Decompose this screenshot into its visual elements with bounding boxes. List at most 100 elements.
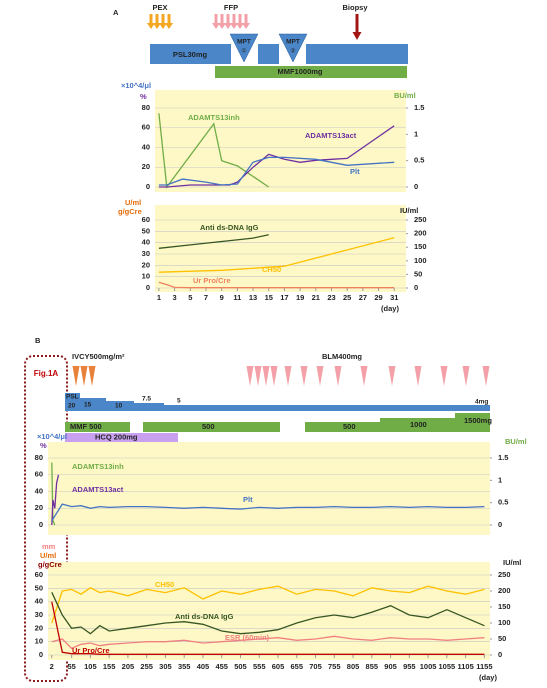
blm-markers (246, 366, 490, 386)
psl-label: PSL30mg (173, 50, 208, 59)
reference-label: Fig.1A (34, 369, 59, 378)
mpt-label: MPT (237, 39, 251, 46)
hcq-bar (65, 433, 178, 442)
y2-tick-label: 1 (414, 129, 418, 138)
series-line (51, 474, 60, 526)
y-tick-label: 20 (35, 623, 43, 632)
pex-arrows (147, 14, 173, 29)
y2-tick-label: 200 (414, 229, 427, 238)
mpt-label: MPT (286, 39, 300, 46)
y-tick-label: 20 (142, 162, 150, 171)
x-tick-label: 19 (296, 293, 304, 302)
y-tick-label: 60 (35, 470, 43, 479)
psl-dose: 20 (68, 403, 76, 410)
y-tick-label: 10 (35, 637, 43, 646)
ivcy-label: IVCY500mg/m² (72, 352, 125, 361)
y2-axis-unit: IU/ml (503, 558, 521, 567)
x-tick-label: 3 (173, 293, 177, 302)
mmf-bars (65, 413, 490, 432)
x-tick-label: 23 (327, 293, 335, 302)
x-tick-label: 5 (188, 293, 192, 302)
x-tick-label: 405 (197, 662, 210, 671)
y2-tick-label: 150 (414, 242, 427, 251)
x-tick-label: 455 (215, 662, 228, 671)
series-line (51, 462, 56, 526)
mmf-dose: 1500mg (464, 416, 492, 425)
y-tick-label: 40 (35, 486, 43, 495)
ivcy-markers (72, 366, 96, 386)
y-tick-label: 20 (35, 503, 43, 512)
y2-tick-label: 1.5 (498, 453, 508, 462)
x-tick-label: 555 (253, 662, 266, 671)
x-tick-label: 905 (384, 662, 397, 671)
y2-axis-unit: BU/ml (394, 91, 416, 100)
y-tick-label: 30 (35, 610, 43, 619)
ffp-label: FFP (224, 3, 238, 12)
x-tick-label: 31 (390, 293, 398, 302)
y-axis-unit: g/gCre (38, 560, 62, 569)
x-tick-label: 1105 (457, 662, 473, 671)
psl-dose: 5 (177, 398, 181, 405)
y-tick-label: 20 (142, 260, 150, 269)
series-label: Plt (350, 167, 360, 176)
blm-label: BLM400mg (322, 352, 362, 361)
series-line (51, 503, 485, 522)
x-axis-label: (day) (479, 673, 497, 682)
y-tick-label: 50 (142, 226, 150, 235)
x-tick-label: 27 (359, 293, 367, 302)
mpt-number: ① (241, 48, 246, 55)
x-tick-label: 605 (272, 662, 285, 671)
x-tick-label: 25 (343, 293, 351, 302)
x-tick-label: 805 (347, 662, 360, 671)
x-tick-label: 855 (366, 662, 379, 671)
mmf-bar (215, 66, 407, 78)
x-tick-label: 11 (233, 293, 241, 302)
y-tick-label: 60 (142, 123, 150, 132)
plot-background (155, 90, 406, 192)
y-tick-label: 0 (146, 182, 150, 191)
x-tick-label: 955 (403, 662, 416, 671)
mmf-dose: 500 (202, 422, 215, 431)
biopsy-label: Biopsy (342, 3, 368, 12)
y-tick-label: 0 (146, 283, 150, 292)
y-tick-label: 10 (142, 272, 150, 281)
x-tick-label: 505 (234, 662, 247, 671)
y2-tick-label: 0 (414, 283, 418, 292)
series-label: ADAMTS13act (305, 131, 357, 140)
series-label: CH50 (262, 265, 281, 274)
series-label: ADAMTS13inh (72, 462, 124, 471)
y2-tick-label: 1 (498, 475, 502, 484)
x-tick-label: 9 (220, 293, 224, 302)
y2-tick-label: 0.5 (414, 156, 424, 165)
x-tick-label: 21 (312, 293, 320, 302)
x-tick-label: 15 (265, 293, 273, 302)
x-tick-label: 29 (374, 293, 382, 302)
x-tick-label: 155 (103, 662, 116, 671)
y2-tick-label: 100 (498, 618, 511, 627)
x-tick-label: 7 (204, 293, 208, 302)
y-tick-label: 60 (142, 215, 150, 224)
y2-tick-label: 250 (498, 570, 511, 579)
x-tick-label: 1155 (476, 662, 492, 671)
series-line (51, 585, 485, 624)
series-line (158, 237, 395, 273)
series-line (51, 601, 485, 655)
series-label: ADAMTS13inh (188, 113, 240, 122)
y-axis-unit: mm (42, 542, 56, 551)
y-axis-unit: % (140, 92, 147, 101)
pex-label: PEX (152, 3, 167, 12)
y2-tick-label: 50 (414, 269, 422, 278)
panel-label: B (35, 336, 41, 345)
y2-axis-unit: BU/ml (505, 437, 527, 446)
biopsy-arrow (352, 14, 362, 40)
y2-tick-label: 0 (414, 182, 418, 191)
ffp-arrows (212, 14, 250, 29)
y2-tick-label: 50 (498, 634, 506, 643)
mmf-dose: MMF 500 (70, 422, 102, 431)
series-label: Anti ds-DNA IgG (175, 612, 234, 621)
series-label: Ur Pro/Cre (72, 646, 110, 655)
y-tick-label: 30 (142, 249, 150, 258)
series-label: ESR (60min) (225, 633, 270, 642)
series-label: Ur Pro/Cre (193, 276, 231, 285)
